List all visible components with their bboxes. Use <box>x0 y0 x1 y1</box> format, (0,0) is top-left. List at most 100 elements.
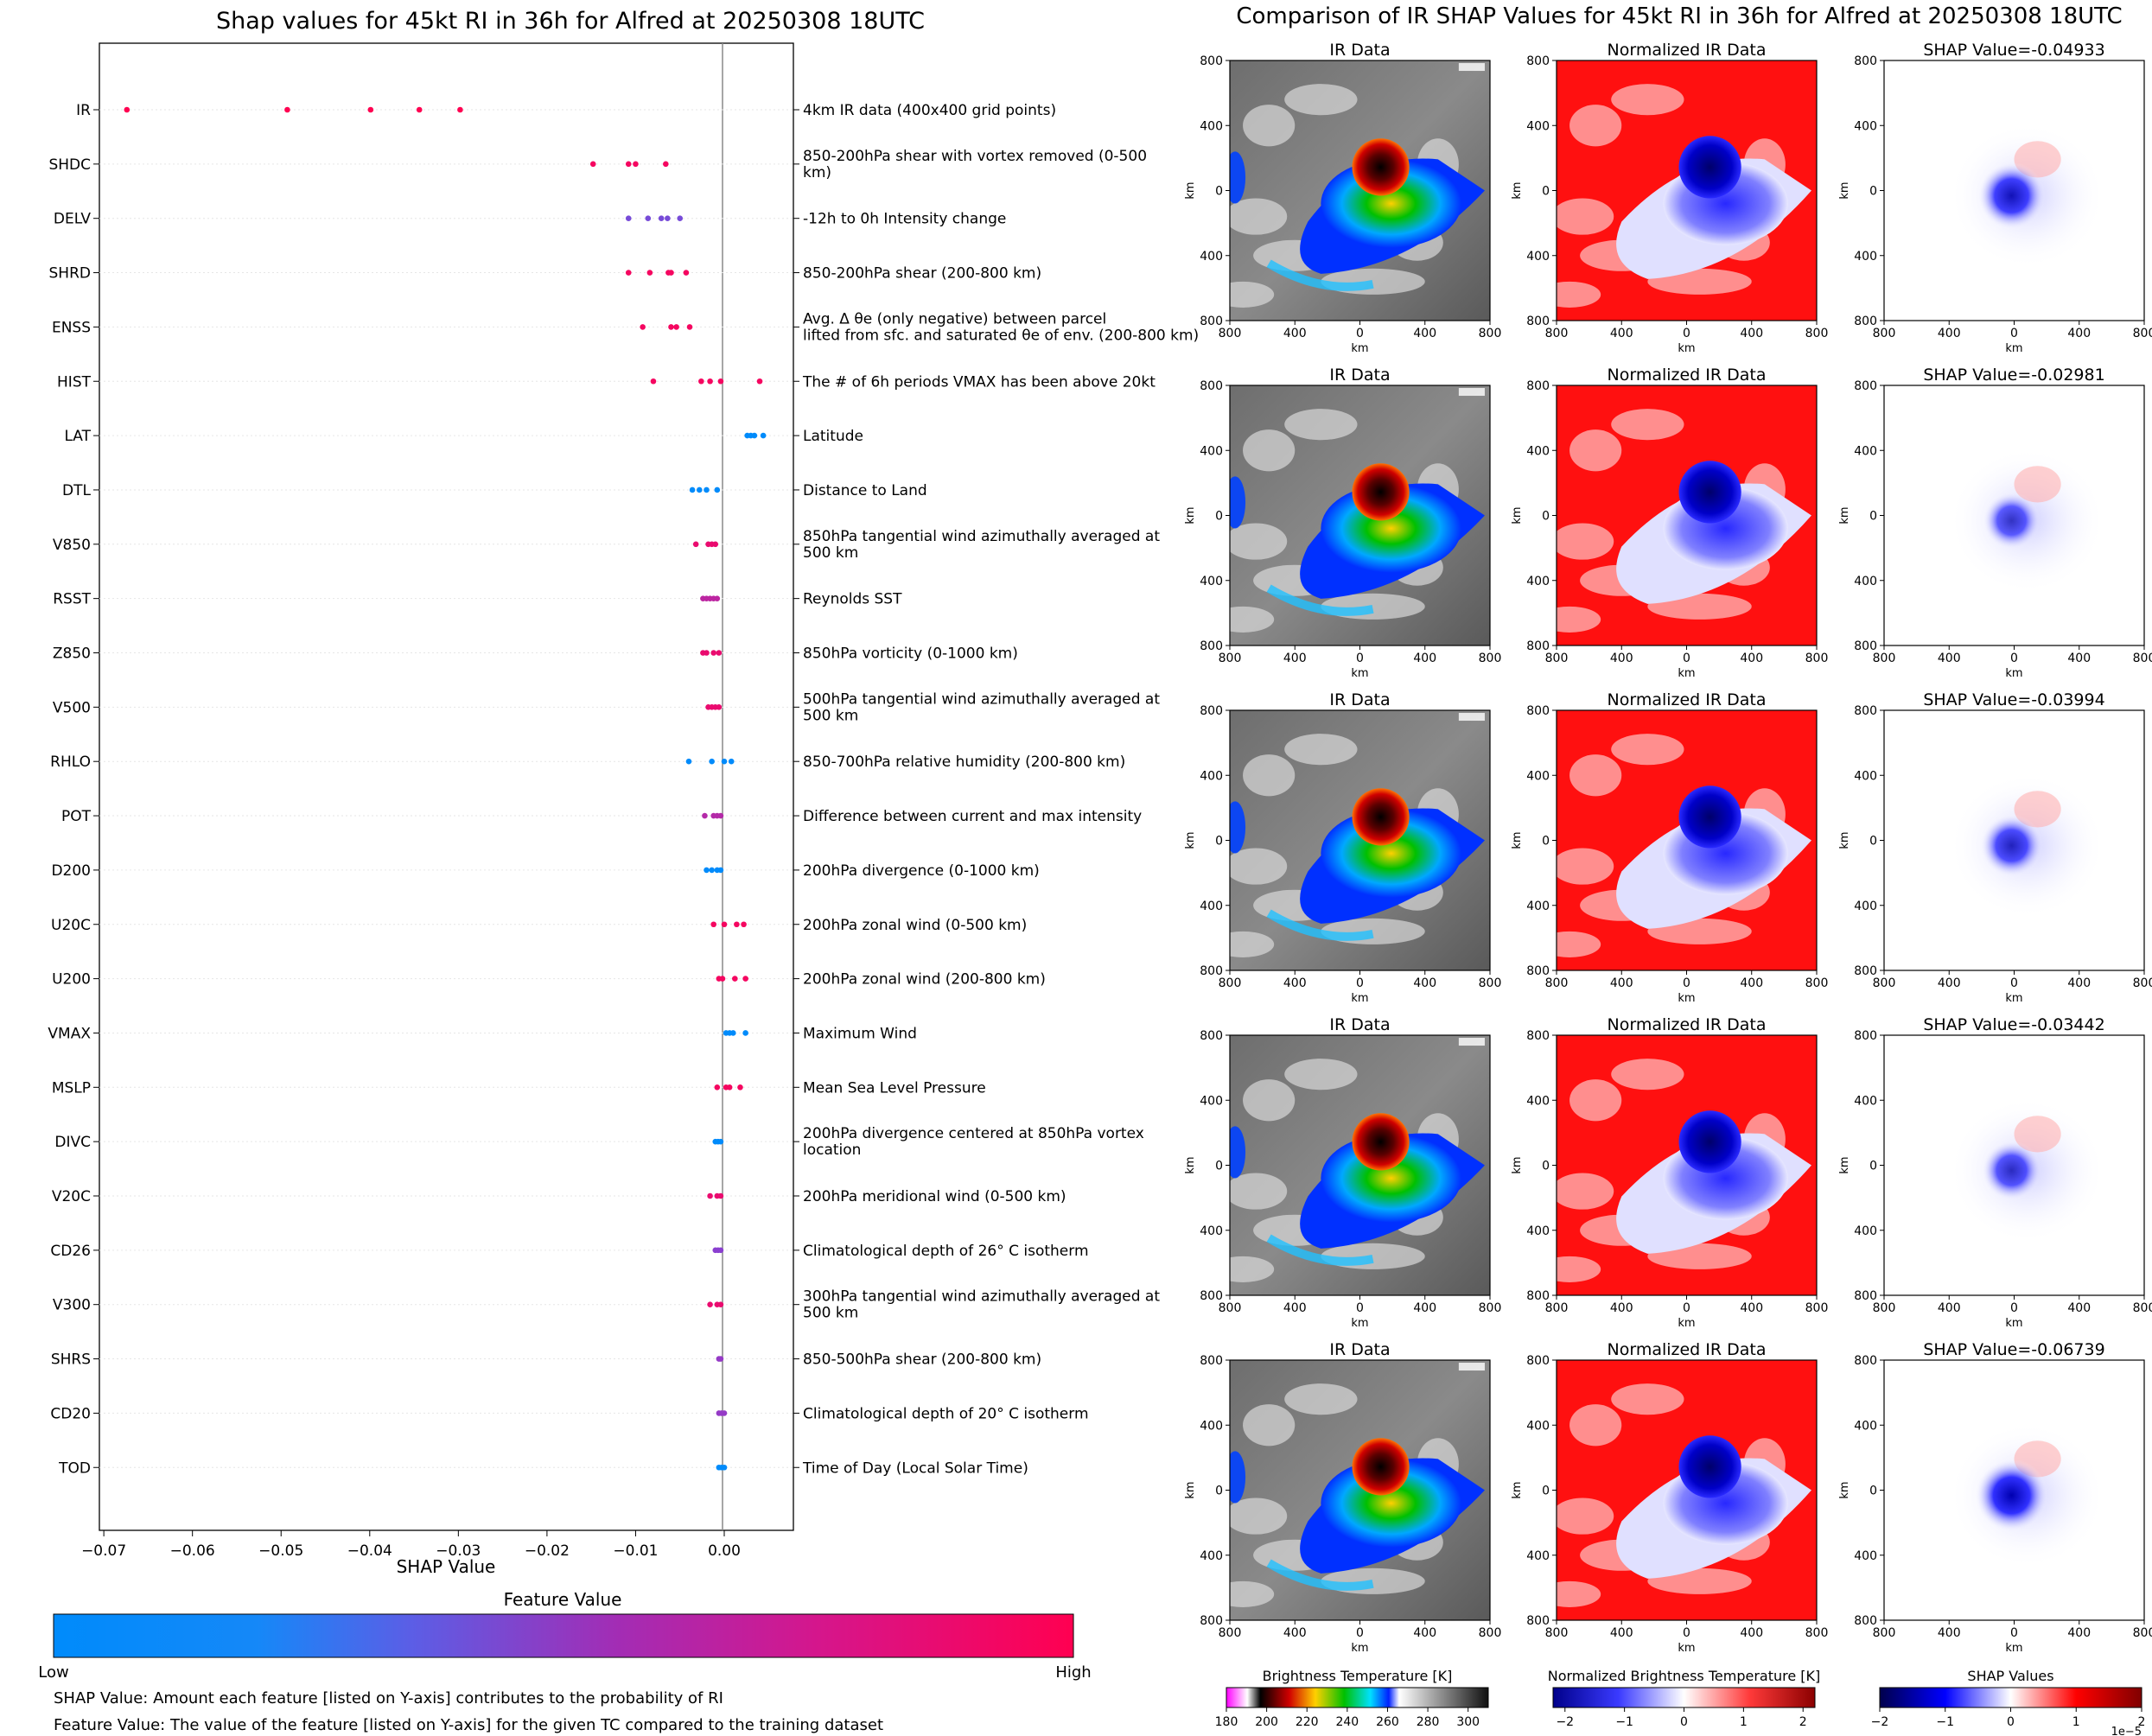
y-tick-label: 400 <box>1526 1419 1550 1433</box>
shap-point <box>734 921 740 928</box>
map-panel: Normalized IR Data8008004004000040040080… <box>1511 1340 1828 1655</box>
x-tick-label: 400 <box>1740 1626 1763 1640</box>
shap-point <box>710 650 717 656</box>
y-tick-label: 0 <box>1215 1485 1223 1498</box>
x-tick-label: 800 <box>1545 652 1569 665</box>
shap-point <box>726 1084 733 1091</box>
y-axis-label: km <box>1511 831 1524 849</box>
colorbar: SHAP Values −2 −1 0 1 21e−5 <box>1871 1668 2146 1736</box>
panel-image <box>1557 710 1817 970</box>
y-tick-label: 800 <box>1854 639 1877 653</box>
feature-description: 500hPa tangential wind azimuthally avera… <box>803 690 1160 724</box>
x-axis-label: km <box>1351 992 1368 1005</box>
shap-point <box>668 270 674 276</box>
shap-point <box>717 1247 724 1254</box>
feature-label: POT <box>61 808 92 825</box>
shap-point <box>124 106 131 113</box>
feature-label: VMAX <box>48 1025 91 1042</box>
shap-point <box>717 867 724 874</box>
y-tick-label: 400 <box>1854 575 1877 588</box>
shap-point <box>646 270 653 276</box>
feature-description: Latitude <box>803 428 863 445</box>
shap-point <box>698 378 704 385</box>
feature-description: 200hPa meridional wind (0-500 km) <box>803 1188 1066 1205</box>
x-axis-label: km <box>2005 1642 2022 1655</box>
x-tick-label: 400 <box>1283 327 1307 340</box>
y-axis-label: km <box>1184 506 1197 524</box>
y-tick-label: 800 <box>1526 1289 1550 1303</box>
x-axis-label: km <box>1678 1642 1695 1655</box>
feature-label: DTL <box>62 482 91 499</box>
y-tick-label: 800 <box>1854 1614 1877 1628</box>
shap-point <box>741 921 747 928</box>
shap-point <box>717 812 724 819</box>
y-tick-label: 400 <box>1854 1549 1877 1563</box>
colorbar-tick-label: −2 <box>1871 1715 1889 1729</box>
x-tick-label: 400 <box>1283 1626 1307 1640</box>
x-tick-label: 400 <box>2067 1301 2091 1315</box>
feature-label: SHRS <box>51 1351 91 1369</box>
shap-point <box>716 650 723 656</box>
feature-label: Z850 <box>53 645 91 663</box>
feature-label: SHDC <box>48 156 91 174</box>
x-tick-label: 0 <box>2010 976 2018 990</box>
colorbar-tick-label: 180 <box>1215 1715 1238 1729</box>
y-tick-label: 400 <box>1200 1094 1223 1108</box>
y-tick-label: 0 <box>1215 185 1223 199</box>
y-tick-label: 400 <box>1200 250 1223 264</box>
x-tick-label: 0 <box>2010 652 2018 665</box>
x-axis-label: km <box>1351 1317 1368 1330</box>
panel-title: Normalized IR Data <box>1608 366 1767 385</box>
feature-label: D200 <box>51 862 91 880</box>
y-tick-label: 400 <box>1200 575 1223 588</box>
x-tick-label: 0 <box>1356 1301 1364 1315</box>
shap-point <box>633 161 639 168</box>
y-tick-label: 800 <box>1200 54 1223 68</box>
shap-point <box>742 1030 748 1036</box>
colorbar-title: Feature Value <box>504 1589 622 1610</box>
y-tick-label: 0 <box>1869 835 1877 849</box>
x-tick-label: 400 <box>1413 652 1436 665</box>
x-tick-label: 400 <box>1413 327 1436 340</box>
map-panel: SHAP Value=-0.03994800800400400004004008… <box>1838 690 2152 1005</box>
shap-point <box>742 976 748 982</box>
x-tick-label: 800 <box>1219 976 1242 990</box>
y-tick-label: 400 <box>1854 250 1877 264</box>
feature-description: 200hPa divergence centered at 850hPa vor… <box>803 1125 1144 1159</box>
y-tick-label: 400 <box>1854 119 1877 133</box>
shap-point <box>625 215 632 221</box>
shap-point <box>707 378 713 385</box>
feature-label: U200 <box>52 971 91 989</box>
x-tick-label: 400 <box>1413 1626 1436 1640</box>
feature-description: 200hPa divergence (0-1000 km) <box>803 862 1040 880</box>
panel-title: SHAP Value=-0.04933 <box>1923 41 2104 60</box>
shap-point <box>737 1084 743 1091</box>
shap-point <box>717 1356 724 1362</box>
feature-label: V300 <box>53 1297 91 1314</box>
feature-description: 200hPa zonal wind (0-500 km) <box>803 917 1027 934</box>
y-axis-label: km <box>1511 181 1524 199</box>
panel-title: SHAP Value=-0.02981 <box>1923 366 2104 385</box>
feature-description: 850-200hPa shear with vortex removed (0-… <box>803 148 1147 181</box>
colorbar-tick-label: 280 <box>1417 1715 1440 1729</box>
map-panel: SHAP Value=-0.03442800800400400004004008… <box>1838 1015 2152 1330</box>
y-axis-label: km <box>1184 1156 1197 1173</box>
panel-image <box>1557 1360 1817 1620</box>
feature-label: SHRD <box>49 265 91 283</box>
y-tick-label: 400 <box>1526 575 1550 588</box>
x-tick-label: 400 <box>2067 652 2091 665</box>
feature-description: Mean Sea Level Pressure <box>803 1079 986 1097</box>
panel-title: IR Data <box>1329 690 1390 709</box>
plot-frame <box>99 42 794 1531</box>
feature-description: 850hPa tangential wind azimuthally avera… <box>803 528 1160 562</box>
x-tick-label: 0 <box>1356 976 1364 990</box>
x-tick-label: 800 <box>1219 1626 1242 1640</box>
y-tick-label: 400 <box>1854 1094 1877 1108</box>
shap-point <box>714 1084 721 1091</box>
x-tick-label: 0 <box>1683 652 1690 665</box>
colorbar-title: SHAP Values <box>1967 1668 2053 1684</box>
x-tick-label: 400 <box>1413 1301 1436 1315</box>
shap-point <box>367 106 374 113</box>
y-tick-label: 800 <box>1526 639 1550 653</box>
